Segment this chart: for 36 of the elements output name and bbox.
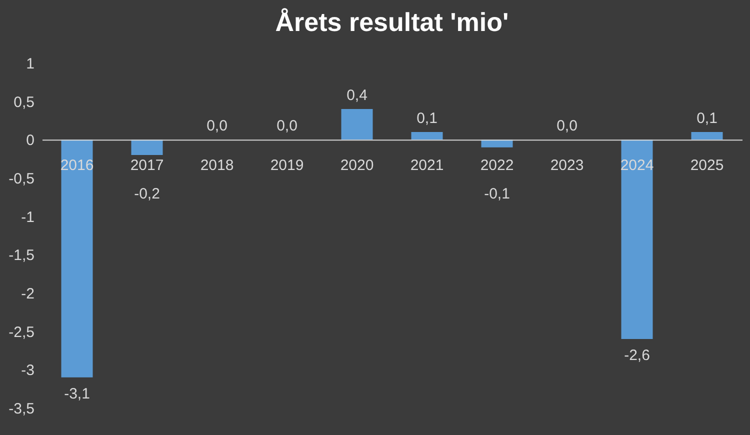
y-tick-label: -3,5 — [8, 400, 34, 418]
x-tick-label: 2022 — [480, 157, 514, 174]
bar — [411, 132, 443, 140]
data-label: 0,0 — [276, 118, 298, 135]
x-tick-label: 2018 — [200, 157, 234, 174]
x-tick-label: 2025 — [690, 157, 724, 174]
data-label: -2,6 — [624, 347, 650, 364]
y-tick-label: -2 — [21, 286, 34, 302]
data-label: 0,0 — [206, 118, 228, 135]
bar — [621, 140, 653, 339]
y-tick-label: 0 — [26, 132, 34, 150]
x-tick-label: 2020 — [340, 157, 374, 174]
data-label: -0,2 — [134, 186, 160, 203]
data-label: 0,0 — [556, 118, 578, 135]
data-label: -0,1 — [484, 186, 510, 203]
data-label: 0,1 — [416, 110, 438, 127]
x-tick-label: 2019 — [270, 157, 304, 174]
y-tick-label: 0,5 — [14, 94, 34, 111]
bar — [61, 140, 93, 378]
bar — [481, 140, 513, 148]
x-tick-label: 2017 — [130, 157, 164, 174]
data-label: 0,4 — [346, 87, 368, 104]
y-tick-label: -3 — [21, 362, 34, 380]
x-tick-label: 2023 — [550, 157, 584, 174]
y-tick-label: -1,5 — [8, 247, 34, 264]
bar — [341, 109, 373, 140]
data-label: 0,1 — [696, 110, 718, 127]
y-tick-label: 1 — [26, 56, 34, 72]
y-tick-label: -0,5 — [8, 170, 34, 188]
chart-title: Årets resultat 'mio' — [275, 7, 509, 37]
y-tick-label: -1 — [21, 208, 34, 226]
bar — [691, 132, 723, 140]
x-tick-label: 2021 — [410, 157, 444, 174]
y-tick-label: -2,5 — [8, 324, 34, 341]
bar — [131, 140, 163, 155]
data-label: -3,1 — [64, 385, 90, 402]
